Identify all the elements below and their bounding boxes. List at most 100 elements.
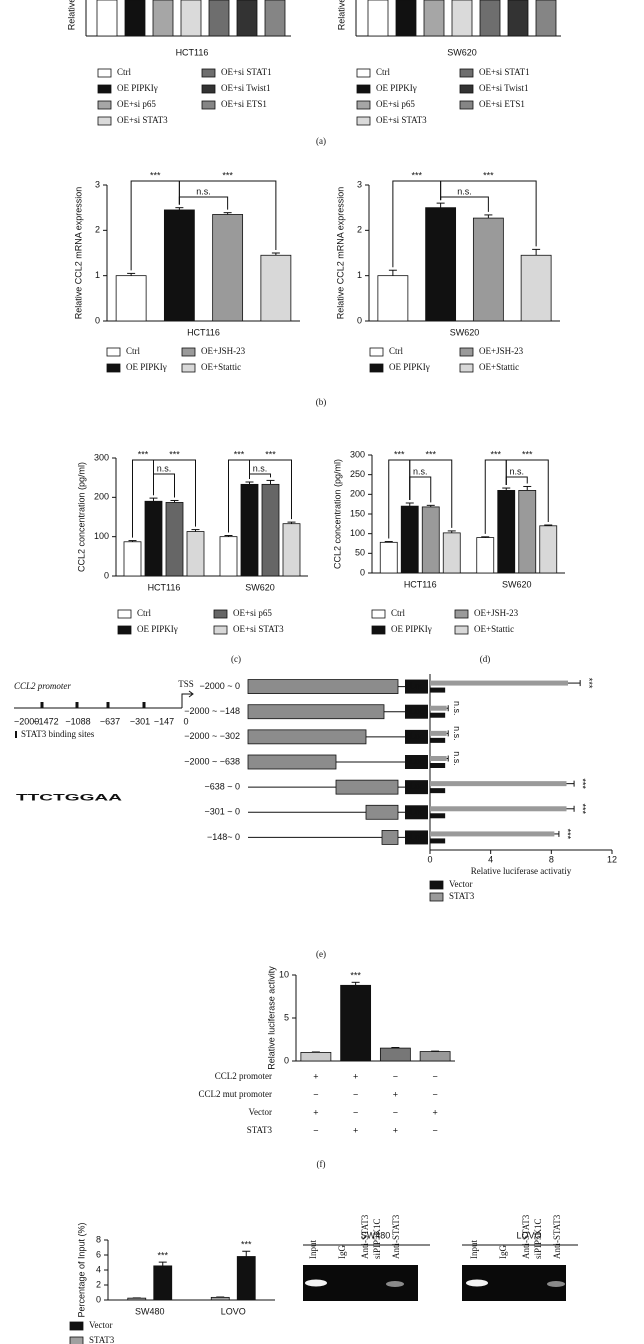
y-tick-label: 2 <box>95 225 100 235</box>
legend-swatch <box>117 625 132 635</box>
bar <box>425 207 457 322</box>
legend-label: OE+JSH-23 <box>474 608 519 618</box>
condition-mark: − <box>393 1107 398 1117</box>
legend-label: OE+JSH-23 <box>479 346 524 356</box>
bar <box>430 712 446 718</box>
bar <box>472 217 504 322</box>
bar <box>497 489 516 574</box>
luc-box <box>405 679 428 694</box>
significance: *** <box>394 449 405 459</box>
lane-label: IgG <box>337 1245 347 1259</box>
legend-swatch <box>356 116 371 126</box>
legend-swatch <box>369 347 384 357</box>
significance-bracket <box>249 459 292 520</box>
construct-label: −2000 ~ −302 <box>184 731 240 741</box>
bar <box>430 781 567 787</box>
y-axis-label: Relative CCL2 mRNA expression <box>335 187 345 320</box>
y-tick-label: 6 <box>96 1249 101 1259</box>
construct-box <box>247 754 337 770</box>
legend-swatch <box>97 116 112 126</box>
significance-bracket <box>505 459 549 523</box>
legend-label: OE PIPKIγ <box>126 362 167 372</box>
legend-label: OE+si STAT1 <box>479 67 530 77</box>
lane-label: siPIP5K1C <box>372 1218 382 1259</box>
y-axis-label: Relative <box>66 0 76 30</box>
legend-swatch <box>429 892 444 902</box>
significance-bracket <box>505 476 528 486</box>
lane-label: Anti-STAT3 <box>552 1214 562 1259</box>
legend-label: Ctrl <box>126 346 141 356</box>
significance: *** <box>425 449 436 459</box>
legend-swatch <box>117 609 132 619</box>
panel-label: (c) <box>231 654 241 664</box>
x-axis-label: HCT116 <box>176 47 209 57</box>
significance: *** <box>150 170 161 180</box>
y-tick-label: 1 <box>357 270 362 280</box>
bar <box>400 505 419 574</box>
x-axis-label: HCT116 <box>187 327 220 337</box>
position-label: −1472 <box>33 716 58 726</box>
luc-box <box>405 830 428 845</box>
construct-box <box>247 704 385 720</box>
y-axis-label: Relative CCL2 mRNA expression <box>73 187 83 320</box>
bar <box>430 730 447 736</box>
condition-label: STAT3 <box>247 1125 273 1135</box>
legend-swatch <box>459 363 474 373</box>
legend-label: Ctrl <box>391 608 406 618</box>
panel-label: (b) <box>316 397 327 407</box>
x-tick-label: HCT116 <box>404 579 437 589</box>
gel-band <box>466 1279 488 1287</box>
significance: *** <box>584 678 594 689</box>
construct-label: −2000 ~ −148 <box>184 706 240 716</box>
significance-bracket <box>249 473 271 479</box>
legend-swatch <box>454 625 469 635</box>
condition-mark: − <box>313 1089 318 1099</box>
bar-stub <box>507 0 529 37</box>
y-axis-label: Percentage of Input (%) <box>76 1222 86 1317</box>
legend-swatch <box>459 100 474 110</box>
lane-label: Input <box>308 1240 318 1259</box>
significance: *** <box>234 449 245 459</box>
luc-label: Luc <box>410 831 424 841</box>
bar-stub <box>124 0 146 37</box>
legend-swatch <box>356 100 371 110</box>
bar <box>430 813 446 819</box>
significance: *** <box>138 449 149 459</box>
luc-box <box>405 729 428 744</box>
y-tick-label: 0 <box>96 1294 101 1304</box>
construct-box <box>365 804 399 820</box>
panel-label: (e) <box>316 949 326 959</box>
legend-label: Vector <box>449 879 473 889</box>
y-axis-label: CCL2 concentration (pg/ml) <box>332 459 342 569</box>
significance-bracket <box>178 180 277 250</box>
y-axis-label: CCL2 concentration (pg/ml) <box>76 462 86 572</box>
bar <box>430 788 446 794</box>
legend-label: OE+Stattic <box>474 624 514 634</box>
bar <box>518 489 537 574</box>
x-tick-label: 8 <box>549 854 554 864</box>
significance: *** <box>169 449 180 459</box>
bar <box>430 756 447 761</box>
legend-swatch <box>97 100 112 110</box>
bar-stub <box>96 0 118 37</box>
bar <box>377 275 409 322</box>
x-tick-label: 0 <box>427 854 432 864</box>
legend-label: Ctrl <box>117 67 132 77</box>
position-label: −147 <box>154 716 174 726</box>
tss-arrow-head <box>188 690 194 698</box>
bar <box>219 536 238 577</box>
significance-bracket <box>440 180 537 247</box>
bar <box>261 483 280 577</box>
tss-label: TSS <box>178 679 194 689</box>
significance: *** <box>483 170 494 180</box>
legend-swatch <box>201 84 216 94</box>
bar-stub <box>479 0 501 37</box>
bar-stub <box>180 0 202 37</box>
bar <box>163 209 195 322</box>
bar <box>539 525 558 574</box>
y-tick-label: 8 <box>96 1234 101 1244</box>
construct-label: −2000 ~ −638 <box>184 756 240 766</box>
legend-label: OE+si STAT3 <box>376 115 427 125</box>
significance-bracket <box>409 459 453 528</box>
x-tick-label: HCT116 <box>148 582 181 592</box>
